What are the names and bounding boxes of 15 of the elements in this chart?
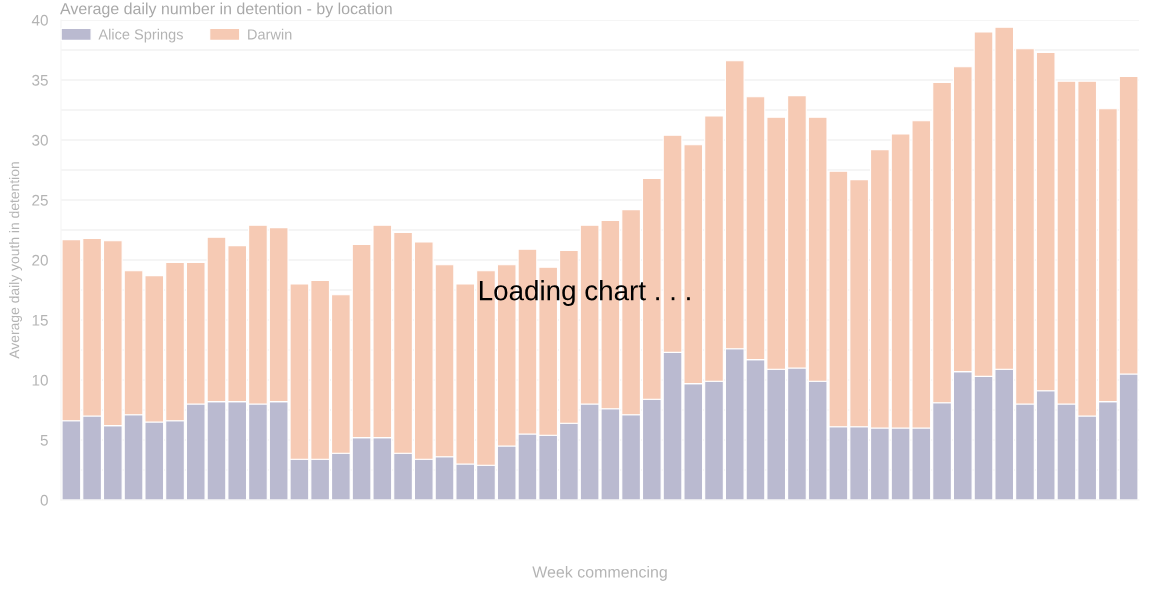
legend-label: Darwin: [248, 28, 292, 40]
legend-label: Alice Springs: [98, 28, 183, 43]
y-tick-label: 15: [32, 315, 48, 326]
y-tick-label: 30: [32, 134, 48, 146]
y-tick-label: 10: [32, 374, 48, 386]
y-tick-label: 20: [32, 254, 48, 266]
y-tick-label: 40: [31, 14, 48, 26]
y-tick-label: 35: [32, 74, 48, 86]
y-tick-label: 25: [32, 194, 48, 206]
chart-title: Average daily number in detention - by location: [60, 2, 392, 18]
y-tick-label: 0: [40, 494, 48, 506]
annotation: Loading chart . . .: [479, 280, 690, 306]
y-tick-label: 5: [40, 435, 48, 446]
x-axis-title: Week commencing: [532, 566, 667, 581]
y-axis-title: Average daily youth in detention: [9, 162, 22, 359]
